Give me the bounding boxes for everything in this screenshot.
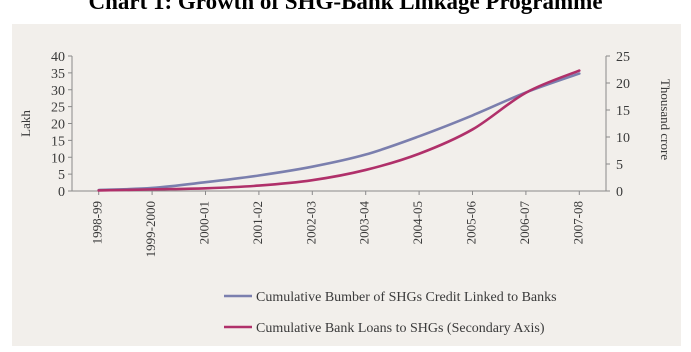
left-tick-label: 20 <box>51 118 65 133</box>
right-tick-label: 25 <box>616 50 630 65</box>
legend: Cumulative Bumber of SHGs Credit Linked … <box>224 290 557 336</box>
right-tick-label: 15 <box>616 104 630 119</box>
x-tick-label: 2006-07 <box>517 201 532 245</box>
series-line-1 <box>97 72 581 192</box>
left-tick-label: 5 <box>58 168 65 183</box>
right-tick-label: 10 <box>616 131 630 146</box>
x-tick-label: 2000-01 <box>196 201 211 244</box>
right-axis-label: Thousand crore <box>658 79 673 160</box>
left-tick-label: 25 <box>51 101 65 116</box>
left-tick-label: 10 <box>51 151 65 166</box>
x-tick-label: 2005-06 <box>463 201 478 245</box>
right-tick-label: 0 <box>616 185 623 200</box>
x-tick-label: 2001-02 <box>250 201 265 244</box>
x-tick-label: 2007-08 <box>570 201 585 244</box>
left-tick-label: 15 <box>51 134 65 149</box>
right-y-axis: 0 5 10 15 20 25 Thousand crore <box>605 50 673 200</box>
right-tick-label: 20 <box>616 77 630 92</box>
x-axis: 1998-99 1999-2000 2000-01 2001-02 2002-03 200… <box>72 190 606 257</box>
legend-label-1: Cumulative Bumber of SHGs Credit Linked … <box>256 290 557 305</box>
left-tick-label: 30 <box>51 84 65 99</box>
series-layer <box>97 69 581 192</box>
chart-title: Chart 1: Growth of SHG-Bank Linkage Prog… <box>88 0 603 14</box>
left-tick-label: 0 <box>58 185 65 200</box>
x-tick-label: 1998-99 <box>90 201 105 244</box>
x-tick-label: 1999-2000 <box>143 201 158 257</box>
left-tick-label: 40 <box>51 50 65 65</box>
x-tick-label: 2002-03 <box>303 201 318 244</box>
right-tick-label: 5 <box>616 158 623 173</box>
x-tick-label: 2003-04 <box>357 201 372 245</box>
x-tick-label: 2004-05 <box>410 201 425 244</box>
legend-label-2: Cumulative Bank Loans to SHGs (Secondary… <box>256 321 545 336</box>
left-axis-label: Lakh <box>18 110 33 137</box>
series-line-2 <box>97 69 581 192</box>
left-tick-label: 35 <box>51 67 65 82</box>
chart-panel: 0 5 10 15 20 25 30 35 40 Lakh 0 5 10 15 20 25 Thousand … <box>12 24 681 346</box>
